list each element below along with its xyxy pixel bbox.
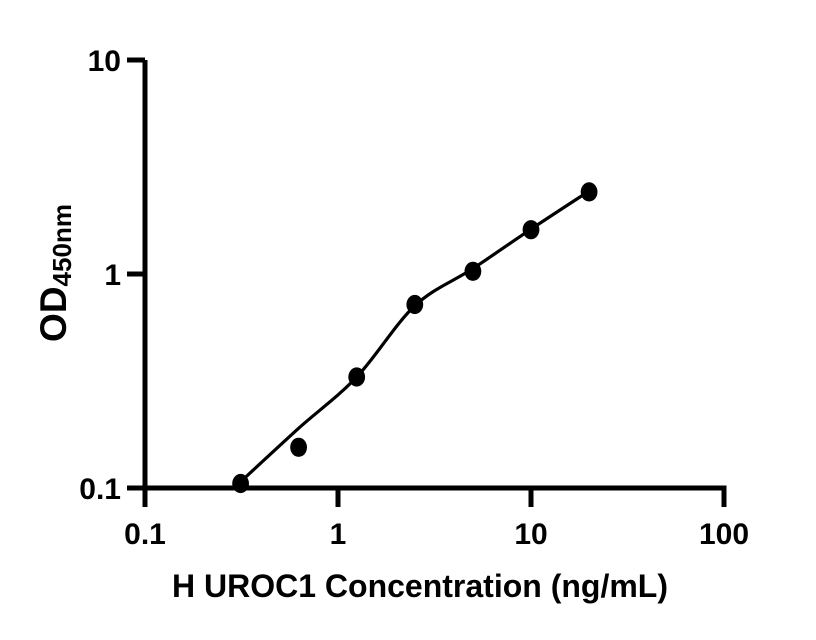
- x-axis-ticks: 0.1 1 10 100: [124, 488, 749, 551]
- data-point: [290, 437, 307, 457]
- y-axis-title-main: OD: [33, 286, 74, 342]
- y-tick-label: 0.1: [79, 473, 121, 506]
- data-point: [348, 367, 366, 387]
- data-point: [522, 220, 540, 240]
- y-tick-label: 1: [104, 259, 121, 292]
- y-axis-ticks: 0.1 1 10: [79, 45, 145, 506]
- y-axis: 0.1 1 10: [79, 45, 148, 506]
- y-axis-title-subscript: 450nm: [47, 204, 77, 286]
- x-tick-label: 100: [699, 518, 749, 551]
- y-axis-title: OD450nm: [33, 204, 77, 342]
- x-tick-label: 10: [514, 518, 547, 551]
- data-point: [406, 294, 424, 315]
- data-point: [580, 182, 598, 202]
- data-point: [464, 261, 482, 281]
- x-axis-title: H UROC1 Concentration (ng/mL): [172, 568, 668, 604]
- x-tick-label: 1: [330, 518, 347, 551]
- y-tick-label: 10: [88, 45, 121, 78]
- data-points: [232, 182, 598, 494]
- x-axis: 0.1 1 10 100: [124, 485, 749, 551]
- data-point: [232, 473, 250, 494]
- x-tick-label: 0.1: [124, 518, 166, 551]
